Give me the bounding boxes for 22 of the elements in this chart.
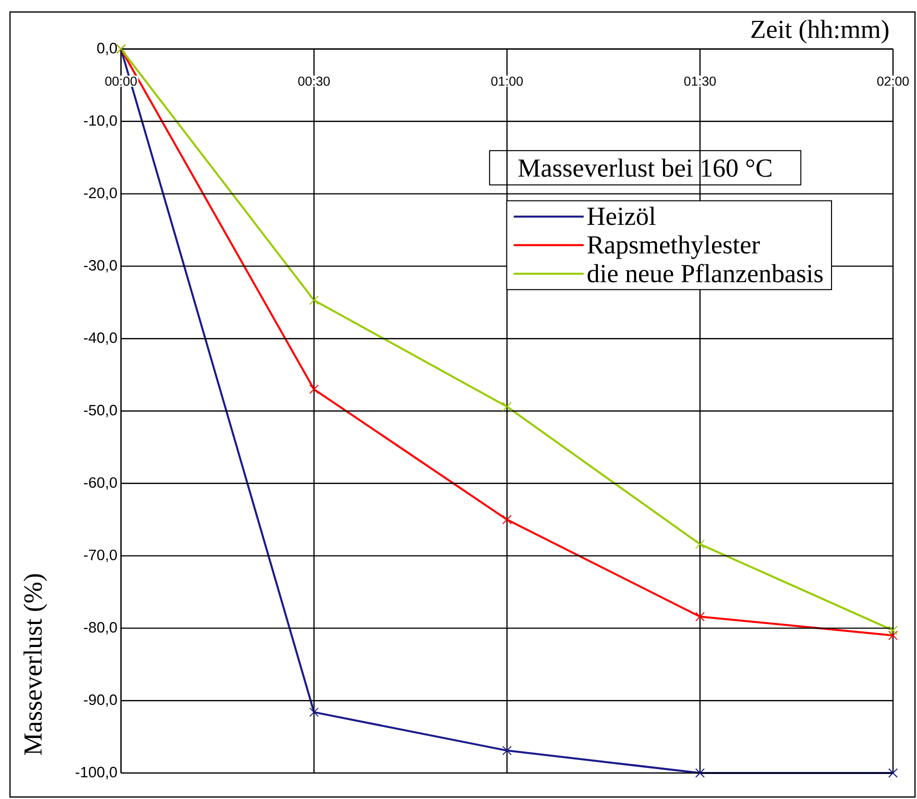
x-tick-label: 01:00	[491, 76, 523, 86]
y-tick-label: -60,0	[84, 477, 117, 490]
y-tick-label: 0,0	[97, 42, 117, 56]
text: Masseverlust bei 160 °C	[518, 158, 772, 177]
x-axis-title: Zeit (hh:mm)	[751, 20, 888, 44]
y-tick-label: -30,0	[84, 260, 117, 272]
y-axis-title: Masseverlust (%)	[24, 574, 48, 755]
legend-label: die neue Pflanzenbasis	[588, 264, 823, 282]
y-tick-label: -90,0	[84, 694, 117, 707]
x-tick-label: 02:00	[877, 76, 909, 86]
y-tick-label: -10,0	[84, 115, 117, 128]
y-tick-label: -40,0	[84, 332, 117, 345]
x-tick-label: 00:30	[298, 76, 330, 86]
y-tick-label: -50,0	[84, 404, 117, 418]
y-tick-label: -70,0	[84, 550, 117, 562]
x-tick-label: 01:30	[684, 76, 716, 86]
y-tick-label: -100,0	[76, 766, 117, 780]
y-tick-label: -20,0	[84, 188, 117, 200]
x-tick-label: 00:00	[105, 76, 137, 86]
legend-label: Rapsmethylester	[587, 235, 760, 259]
legend-label: Heizöl	[587, 206, 656, 226]
y-tick-label: -80,0	[84, 622, 117, 634]
